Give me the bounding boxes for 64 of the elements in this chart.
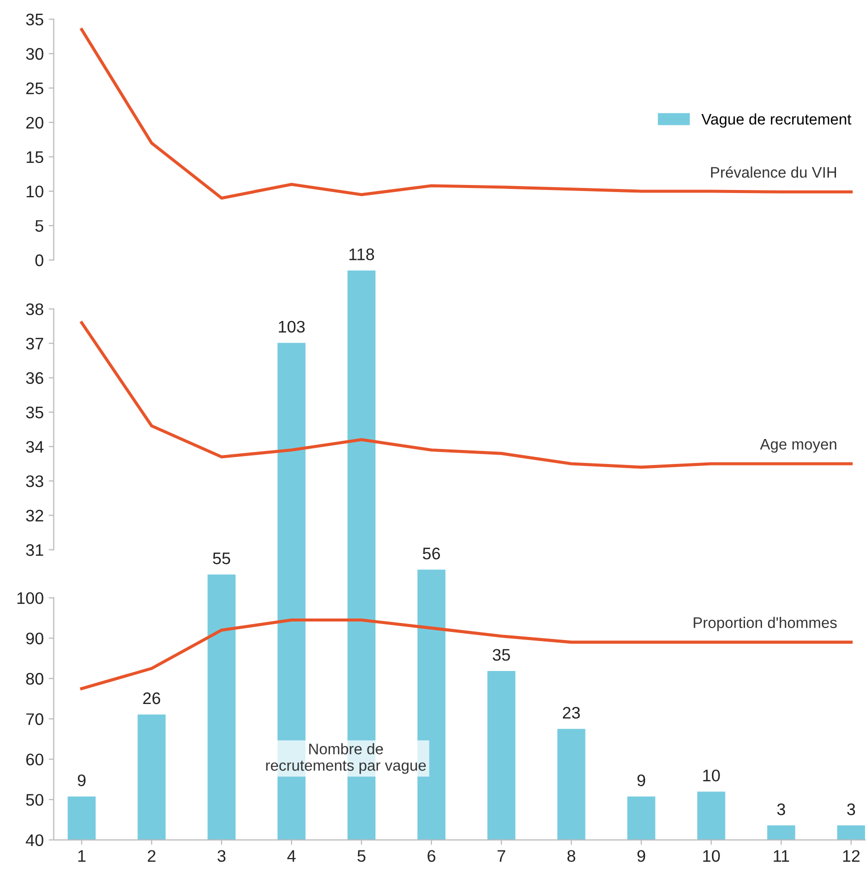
y-tick-label: 34	[26, 440, 44, 453]
data-label: 3	[777, 803, 786, 816]
y-tick-label: 38	[26, 303, 44, 316]
x-tick-label: 6	[428, 850, 436, 862]
y-tick-label: 100	[17, 592, 44, 604]
x-tick-label: 11	[774, 850, 790, 862]
y-tick-label: 31	[26, 544, 44, 556]
data-label: 35	[492, 648, 510, 661]
bar	[767, 825, 796, 840]
y-tick-label: 30	[26, 48, 44, 60]
data-label: 55	[212, 552, 230, 564]
x-tick-label: 10	[703, 850, 720, 862]
data-label: 118	[349, 248, 374, 260]
y-tick-label: 32	[26, 510, 44, 522]
x-tick-label: 9	[637, 850, 646, 862]
y-tick-label: 80	[26, 672, 44, 685]
annotation: Nombre de recrutements par vague	[266, 743, 426, 774]
line-series	[80, 321, 853, 469]
y-tick-label: 35	[26, 406, 44, 418]
data-label: 56	[422, 548, 440, 560]
y-tick-label: 90	[26, 632, 44, 644]
line-series	[80, 28, 853, 200]
x-tick-label: 8	[567, 850, 576, 862]
x-tick-label: 7	[498, 850, 506, 862]
y-tick-label: 70	[26, 713, 44, 726]
y-tick-label: 15	[26, 151, 44, 164]
y-tick-label: 20	[26, 116, 44, 129]
x-tick-label: 1	[78, 850, 86, 862]
bar	[208, 574, 236, 840]
x-tick-label: 12	[843, 850, 860, 862]
bar	[68, 796, 96, 840]
bar	[697, 792, 726, 840]
x-tick-label: 2	[148, 850, 156, 862]
x-tick-label: 4	[287, 850, 296, 862]
y-tick-label: 36	[26, 372, 44, 384]
legend-label: Vague de recrutement	[701, 113, 852, 128]
data-label: 9	[78, 774, 86, 786]
bar	[138, 714, 166, 840]
x-tick-label: 5	[358, 850, 366, 862]
y-tick-label: 40	[26, 834, 44, 846]
y-tick-label: 0	[35, 254, 44, 266]
y-tick-label: 5	[35, 220, 44, 232]
data-label: 103	[278, 320, 305, 333]
y-tick-label: 50	[26, 794, 44, 806]
bar	[627, 796, 656, 840]
data-label: 26	[143, 692, 160, 704]
y-tick-label: 35	[26, 14, 44, 26]
data-label: 23	[562, 706, 580, 719]
data-label: 10	[703, 770, 720, 782]
data-label: 9	[637, 774, 646, 786]
bar	[837, 825, 866, 840]
y-tick-label: 33	[26, 475, 44, 488]
y-tick-label: 25	[26, 82, 44, 94]
y-tick-label: 10	[26, 186, 44, 198]
bar	[487, 671, 516, 840]
y-tick-label: 60	[26, 754, 44, 766]
series-label: Age moyen	[760, 438, 836, 453]
series-label: Proportion d'hommes	[694, 616, 837, 632]
series-label: Prévalence du VIH	[711, 166, 836, 178]
x-tick-label: 3	[218, 850, 226, 862]
y-tick-label: 37	[26, 338, 44, 350]
line-series	[80, 618, 853, 690]
data-label: 3	[847, 803, 856, 816]
bar	[557, 728, 586, 840]
